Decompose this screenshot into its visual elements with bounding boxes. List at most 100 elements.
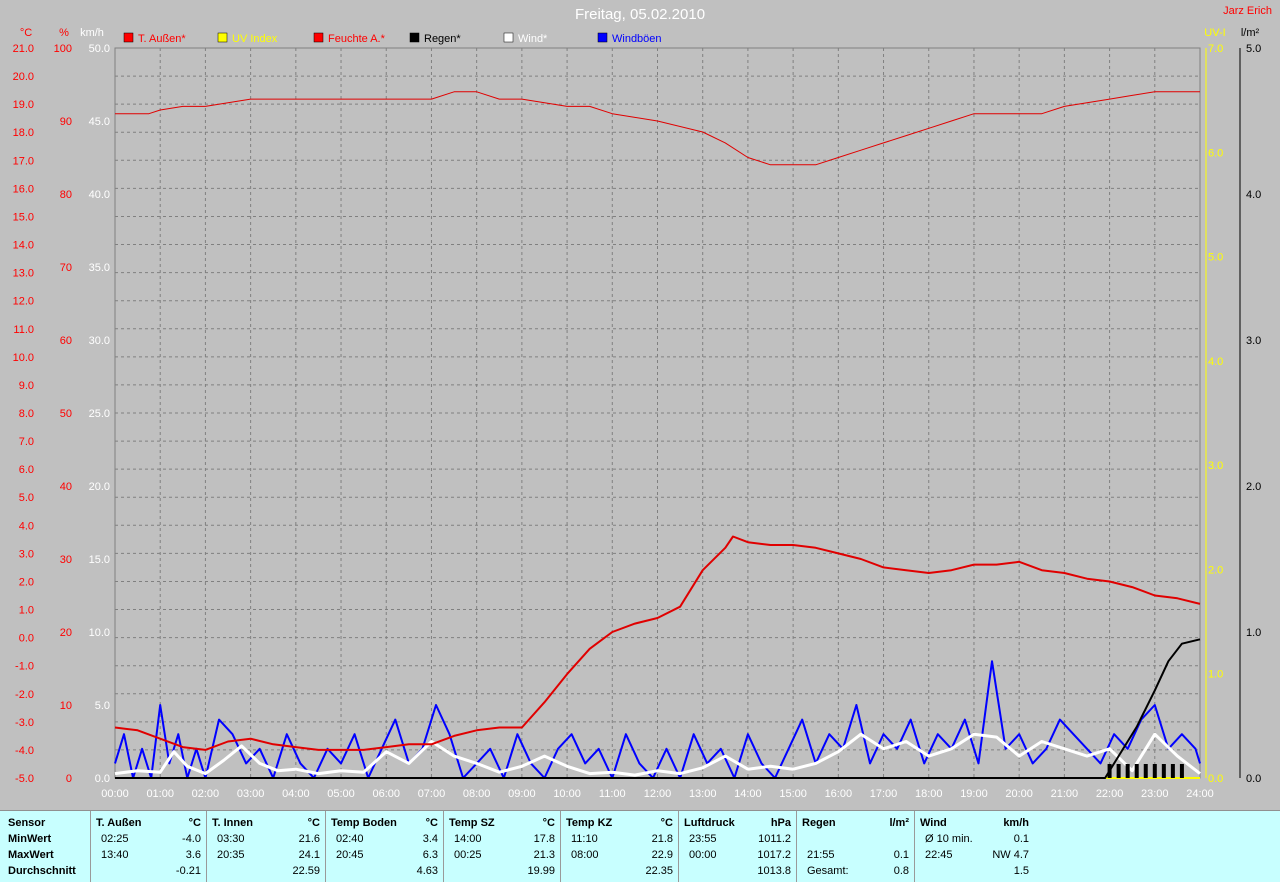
stats-group-unit: l/m² [889, 817, 909, 829]
rain-tick-label: 4.0 [1246, 189, 1261, 201]
x-tick-label: 14:00 [734, 788, 762, 800]
x-tick-label: 17:00 [870, 788, 898, 800]
uv-tick-label: 5.0 [1208, 252, 1223, 264]
rain-bar [1152, 764, 1157, 778]
x-tick-label: 18:00 [915, 788, 943, 800]
stats-min-value: 1011.2 [758, 833, 791, 845]
rain-axis-unit: l/m² [1241, 27, 1260, 39]
legend-label: T. Außen* [138, 33, 186, 45]
stats-max-time: 13:40 [101, 849, 129, 861]
wind-tick-label: 15.0 [89, 554, 110, 566]
x-tick-label: 11:00 [599, 788, 626, 800]
temp-tick-label: 8.0 [19, 408, 34, 420]
rain-bar [1161, 764, 1166, 778]
x-tick-label: 00:00 [101, 788, 129, 800]
x-tick-label: 03:00 [237, 788, 265, 800]
stats-min-time: 02:25 [101, 833, 129, 845]
humidity-tick-label: 0 [66, 773, 72, 785]
uv-tick-label: 3.0 [1208, 460, 1223, 472]
stats-avg-value: -0.21 [175, 865, 201, 877]
stats-max-value: NW 4.7 [992, 849, 1029, 861]
legend-swatch [503, 32, 514, 43]
temp-tick-label: 16.0 [13, 183, 34, 195]
author-label: Jarz Erich [1223, 5, 1272, 17]
wind-tick-label: 45.0 [89, 116, 110, 128]
page-title: Freitag, 05.02.2010 [574, 6, 706, 23]
stats-group-name: T. Außen [96, 817, 142, 829]
stats-group-name: Wind [920, 817, 947, 829]
uv-tick-label: 1.0 [1208, 669, 1223, 681]
humidity-tick-label: 20 [60, 627, 72, 639]
uv-tick-label: 2.0 [1208, 564, 1223, 576]
rain-tick-label: 1.0 [1246, 627, 1261, 639]
x-tick-label: 10:00 [553, 788, 581, 800]
stats-min-value: 21.8 [651, 833, 673, 845]
stats-min-value: -4.0 [182, 833, 201, 845]
stats-max-time: 21:55 [807, 849, 835, 861]
temp-tick-label: 21.0 [13, 43, 34, 55]
humidity-tick-label: 40 [60, 481, 72, 493]
stats-group-name: T. Innen [212, 817, 253, 829]
uv-tick-label: 7.0 [1208, 43, 1223, 55]
wind-tick-label: 30.0 [89, 335, 110, 347]
humidity-tick-label: 100 [54, 43, 72, 55]
humidity-tick-label: 70 [60, 262, 72, 274]
stats-column: Luftdruck hPa 23:55 1011.2 00:00 1017.2 1013.8 [678, 811, 797, 882]
stats-avg-value: 22.35 [645, 865, 673, 877]
temp-tick-label: -2.0 [15, 689, 34, 701]
humidity-line [115, 91, 1200, 166]
stats-group-unit: °C [188, 817, 201, 829]
x-tick-label: 05:00 [327, 788, 355, 800]
rain-tick-label: 0.0 [1246, 773, 1261, 785]
temp-tick-label: 5.0 [19, 492, 34, 504]
stats-min-value: 21.6 [298, 833, 320, 845]
stats-max-value: 0.1 [893, 849, 909, 861]
stats-avg-value: 1013.8 [757, 865, 791, 877]
x-tick-label: 06:00 [372, 788, 400, 800]
legend-swatch [123, 32, 134, 43]
humidity-tick-label: 10 [60, 700, 72, 712]
stats-group-name: Temp KZ [566, 817, 613, 829]
stats-max-value: 1017.2 [757, 849, 791, 861]
stats-min-time: 03:30 [217, 833, 245, 845]
wind-tick-label: 25.0 [89, 408, 110, 420]
rain-line [115, 638, 1201, 779]
legend-swatch [217, 32, 228, 43]
stats-column: Temp KZ °C 11:10 21.8 08:00 22.9 22.35 [560, 811, 679, 882]
temp-tick-label: 4.0 [19, 520, 34, 532]
rain-bar [1179, 764, 1184, 778]
stats-column: T. Innen °C 03:30 21.6 20:35 24.1 22.59 [206, 811, 326, 882]
stats-max-value: 3.6 [185, 849, 201, 861]
rain-bar [1125, 764, 1130, 778]
stats-sensor-header: Sensor [8, 817, 46, 829]
x-tick-label: 01:00 [146, 788, 174, 800]
stats-table: Sensor MinWert MaxWert Durchschnitt T. A… [0, 810, 1280, 882]
humidity-tick-label: 80 [60, 189, 72, 201]
stats-avg-value: 0.8 [893, 865, 909, 877]
stats-avg-label: Gesamt: [807, 865, 849, 877]
humidity-tick-label: 50 [60, 408, 72, 420]
legend-label: Wind* [518, 33, 548, 45]
wind-tick-label: 10.0 [89, 627, 110, 639]
x-tick-label: 09:00 [508, 788, 536, 800]
stats-group-name: Temp Boden [331, 817, 397, 829]
stats-min-time: 02:40 [336, 833, 364, 845]
stats-avg-value: 1.5 [1013, 865, 1029, 877]
legend-swatch [597, 32, 608, 43]
stats-max-value: 21.3 [533, 849, 555, 861]
wind-tick-label: 50.0 [89, 43, 110, 55]
wind-tick-label: 5.0 [95, 700, 110, 712]
x-tick-label: 22:00 [1096, 788, 1124, 800]
rain-tick-label: 2.0 [1246, 481, 1261, 493]
stats-column: Temp Boden °C 02:40 3.4 20:45 6.3 4.63 [325, 811, 444, 882]
temp-tick-label: 19.0 [13, 99, 34, 111]
legend-label: Regen* [424, 33, 461, 45]
stats-column: Regen l/m² 21:55 0.1 Gesamt: 0.8 [796, 811, 915, 882]
stats-group-name: Regen [802, 817, 836, 829]
stats-column: T. Außen °C 02:25 -4.0 13:40 3.6 -0.21 [90, 811, 207, 882]
temp-tick-label: -5.0 [15, 773, 34, 785]
humidity-tick-label: 30 [60, 554, 72, 566]
x-tick-label: 15:00 [779, 788, 807, 800]
rain-bar [1107, 764, 1112, 778]
stats-group-unit: °C [307, 817, 320, 829]
